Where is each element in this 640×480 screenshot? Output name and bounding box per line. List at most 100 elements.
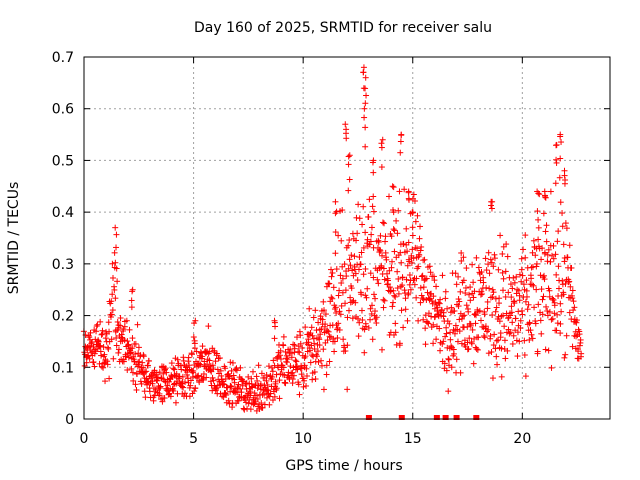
data-point — [284, 356, 291, 363]
data-point — [265, 387, 272, 394]
data-point — [345, 242, 352, 249]
data-point — [520, 281, 527, 288]
data-point — [308, 324, 315, 331]
data-point — [154, 374, 161, 381]
data-point — [423, 275, 430, 282]
data-point — [386, 267, 393, 274]
data-point — [545, 347, 552, 354]
data-point — [528, 331, 535, 338]
data-point — [309, 332, 316, 339]
data-point — [551, 302, 558, 309]
data-point — [490, 289, 497, 296]
data-point — [132, 340, 139, 347]
data-point — [414, 245, 421, 252]
data-point — [392, 329, 399, 336]
data-point — [338, 302, 345, 309]
data-point — [419, 295, 426, 302]
data-point — [129, 288, 136, 295]
data-point — [212, 358, 219, 365]
data-point — [552, 180, 559, 187]
data-point — [437, 296, 444, 303]
data-point — [391, 227, 398, 234]
data-point — [517, 325, 524, 332]
data-point — [442, 288, 449, 295]
data-point — [182, 379, 189, 386]
data-point — [111, 249, 118, 256]
data-point — [241, 406, 248, 413]
data-point — [97, 342, 104, 349]
data-point — [463, 265, 470, 272]
data-point — [372, 295, 379, 302]
data-point — [102, 378, 109, 385]
data-point — [453, 281, 460, 288]
data-point — [192, 384, 199, 391]
y-tick-label: 0.5 — [52, 153, 74, 169]
data-point — [470, 294, 477, 301]
data-point — [108, 336, 115, 343]
data-point — [270, 357, 277, 364]
data-point — [509, 340, 516, 347]
data-point — [352, 270, 359, 277]
data-point — [183, 363, 190, 370]
data-point — [554, 311, 561, 318]
data-point — [383, 256, 390, 263]
data-point — [410, 255, 417, 262]
data-point — [348, 285, 355, 292]
data-point — [388, 264, 395, 271]
data-point — [358, 307, 365, 314]
data-point — [354, 315, 361, 322]
data-point — [460, 277, 467, 284]
data-point — [430, 293, 437, 300]
data-point — [455, 303, 462, 310]
data-point — [544, 312, 551, 319]
data-point — [210, 377, 217, 384]
data-point — [362, 265, 369, 272]
data-point — [365, 324, 372, 331]
data-point — [522, 298, 529, 305]
data-point — [419, 272, 426, 279]
data-point — [430, 340, 437, 347]
data-point — [174, 356, 181, 363]
data-point — [526, 320, 533, 327]
x-tick-label: 10 — [294, 431, 312, 447]
data-point — [550, 296, 557, 303]
data-point — [456, 328, 463, 335]
data-point — [405, 239, 412, 246]
data-point — [516, 297, 523, 304]
data-point — [488, 205, 495, 212]
data-point — [389, 258, 396, 265]
data-point — [356, 319, 363, 326]
data-point — [436, 325, 443, 332]
data-point — [354, 277, 361, 284]
data-point — [195, 372, 202, 379]
data-point — [492, 345, 499, 352]
data-point — [283, 352, 290, 359]
data-point — [363, 294, 370, 301]
data-point — [403, 225, 410, 232]
axes: 0 0.1 0.2 0.3 0.4 0.5 0.6 0.7 0 5 10 15 20 — [52, 50, 610, 447]
data-point — [473, 254, 480, 261]
data-point — [113, 231, 120, 238]
data-point — [553, 271, 560, 278]
data-point — [117, 322, 124, 329]
data-point — [340, 336, 347, 343]
data-point — [507, 281, 514, 288]
data-point — [550, 255, 557, 262]
data-point — [399, 282, 406, 289]
data-point — [416, 235, 423, 242]
data-point — [551, 310, 558, 317]
data-point — [389, 303, 396, 310]
data-point — [467, 297, 474, 304]
data-point — [566, 278, 573, 285]
data-point — [420, 284, 427, 291]
data-point — [277, 352, 284, 359]
data-point — [490, 342, 497, 349]
data-point — [468, 340, 475, 347]
data-point — [104, 358, 111, 365]
data-point — [318, 357, 325, 364]
data-point — [330, 284, 337, 291]
data-point — [507, 329, 514, 336]
data-point — [382, 233, 389, 240]
data-point — [354, 230, 361, 237]
data-point — [490, 263, 497, 270]
